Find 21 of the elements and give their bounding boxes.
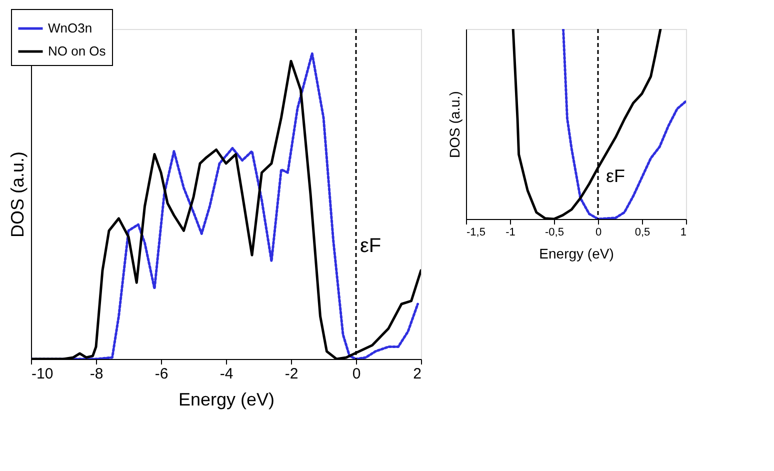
- y-axis-title: DOS (a.u.): [446, 91, 462, 158]
- x-tick-label: -1: [506, 226, 516, 238]
- x-tick-label: -6: [154, 366, 168, 382]
- x-tick-label: -8: [90, 366, 104, 382]
- x-tick-label: -10: [32, 366, 54, 382]
- x-tick-label: 0,5: [634, 226, 650, 238]
- x-axis-title: Energy (eV): [178, 390, 275, 410]
- annotation: εF: [360, 234, 382, 257]
- x-axis-title: Energy (eV): [539, 246, 614, 262]
- x-tick-label: 2: [413, 366, 422, 382]
- x-tick-label: 0: [352, 366, 361, 382]
- legend-label: WnO3n: [48, 20, 92, 36]
- x-tick-label: 0: [595, 226, 602, 238]
- y-axis-title: DOS (a.u.): [8, 151, 28, 238]
- x-tick-label: -2: [284, 366, 298, 382]
- x-tick-label: 1: [680, 226, 686, 238]
- legend-label: NO on Os: [48, 44, 106, 58]
- x-tick-label: -4: [220, 366, 234, 382]
- x-tick-label: -1,5: [466, 226, 486, 238]
- annotation: εF: [606, 166, 626, 186]
- x-tick-label: -0,5: [545, 226, 564, 238]
